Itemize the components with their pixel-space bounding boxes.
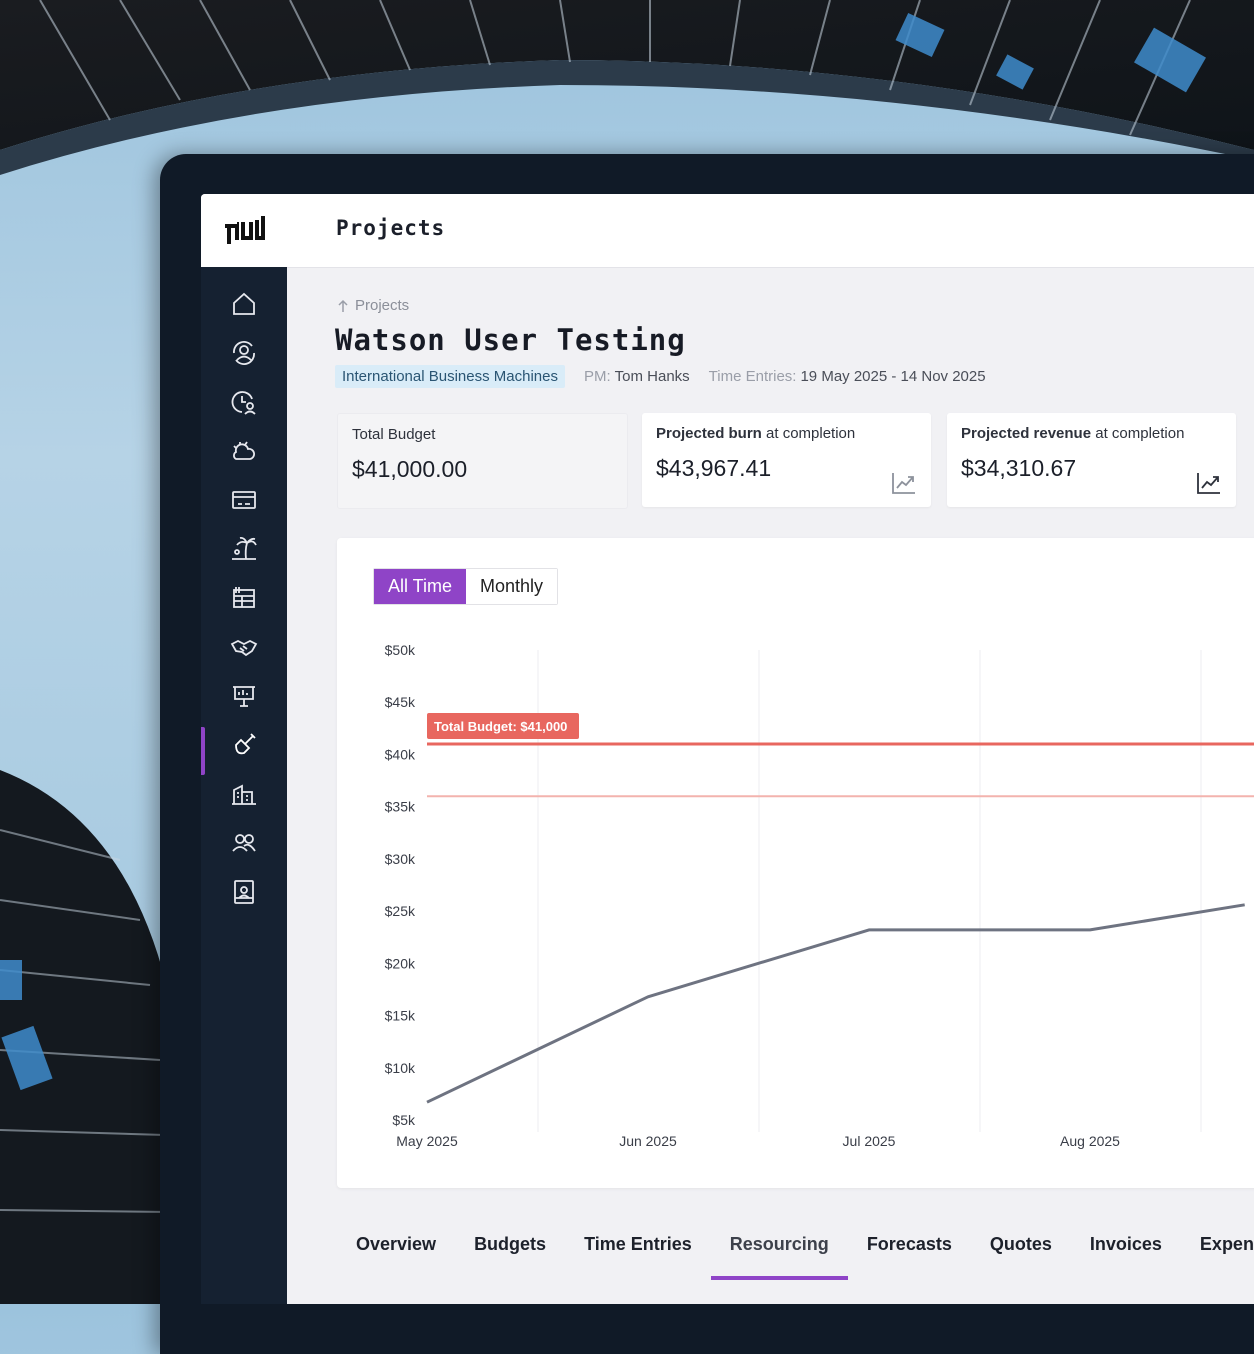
pm-value: Tom Hanks (614, 368, 690, 385)
monthly-button[interactable]: Monthly (466, 569, 558, 604)
y-tick-label: $40k (385, 746, 416, 762)
sidebar-item-clients[interactable] (201, 333, 287, 373)
project-meta: International Business Machines PM: Tom … (335, 365, 1005, 388)
card-value: $43,967.41 (656, 455, 772, 481)
sidebar-item-weather[interactable] (201, 431, 287, 471)
budget-label-bg (427, 713, 579, 739)
sidebar-item-team[interactable] (201, 823, 287, 863)
sidebar-item-ledger[interactable] (201, 578, 287, 618)
chart-panel: All Time Monthly $50k $45k $40k $35k $30k $25… (337, 538, 1254, 1188)
card-label: Projected revenue at completion (961, 425, 1185, 442)
breadcrumb[interactable]: Projects (337, 297, 409, 314)
sidebar-item-partners[interactable] (201, 627, 287, 667)
projected-revenue-card[interactable]: Projected revenue at completion $34,310.… (947, 413, 1236, 507)
x-tick-label: Aug 2025 (1060, 1133, 1120, 1149)
page-title: Watson User Testing (335, 323, 686, 357)
trend-chart-icon (1197, 473, 1220, 494)
time-entries-label: Time Entries: (708, 368, 797, 385)
sidebar-item-home[interactable] (201, 284, 287, 324)
sidebar-item-projects[interactable] (201, 725, 287, 775)
card-value: $41,000.00 (352, 456, 468, 482)
budget-burn-chart: $50k $45k $40k $35k $30k $25k $20k $15k $10k $5k M… (385, 642, 1254, 1149)
brand-logo[interactable] (225, 214, 269, 246)
background-architecture-image (0, 0, 1254, 1304)
holiday-palm-icon (232, 536, 257, 560)
trend-chart-icon (892, 473, 915, 494)
series-line (426, 903, 1245, 1104)
sidebar-item-companies[interactable] (201, 774, 287, 814)
x-tick-label: Jun 2025 (619, 1133, 677, 1149)
app-window: Projects (201, 194, 1254, 1304)
tab-invoices[interactable]: Invoices (1089, 1234, 1162, 1254)
tab-budgets[interactable]: Budgets (474, 1234, 547, 1254)
y-tick-label: $5k (392, 1112, 416, 1128)
breadcrumb-label: Projects (355, 297, 410, 314)
y-tick-label: $25k (385, 903, 416, 919)
y-tick-label: $30k (385, 851, 416, 867)
projects-shovel-icon (235, 733, 256, 755)
clients-refresh-icon (233, 341, 255, 365)
y-tick-label: $45k (385, 694, 416, 710)
home-icon (233, 292, 255, 315)
tab-time-entries[interactable]: Time Entries (584, 1234, 692, 1254)
tab-overview[interactable]: Overview (356, 1234, 437, 1254)
pm-label: PM: (583, 368, 611, 385)
project-tabs: Overview Budgets Time Entries Resourcing… (337, 1220, 1254, 1280)
x-tick-label: Jul 2025 (843, 1133, 896, 1149)
handshake-icon (230, 639, 258, 657)
card-label: Total Budget (352, 426, 436, 443)
tab-forecasts[interactable]: Forecasts (866, 1234, 952, 1254)
card-label: Projected burn at completion (656, 425, 856, 442)
y-tick-label: $10k (385, 1060, 416, 1076)
main-content: Projects Watson User Testing Internation… (287, 267, 1254, 1304)
contact-card-icon (234, 880, 254, 904)
back-arrow-icon (338, 299, 348, 312)
client-tag[interactable]: International Business Machines (335, 365, 565, 388)
app-title: Projects (336, 216, 446, 240)
y-tick-label: $35k (385, 799, 416, 815)
team-icon (232, 834, 256, 852)
sidebar-item-presentations[interactable] (201, 676, 287, 716)
card-value: $34,310.67 (961, 455, 1077, 481)
time-entries-value: 19 May 2025 - 14 Nov 2025 (800, 368, 986, 385)
y-tick-label: $15k (385, 1008, 416, 1024)
all-time-button[interactable]: All Time (374, 569, 467, 604)
y-tick-label: $20k (385, 955, 416, 971)
projected-burn-card[interactable]: Projected burn at completion $43,967.41 (642, 413, 931, 507)
ledger-icon (233, 587, 255, 608)
sidebar-item-time[interactable] (201, 382, 287, 422)
tab-expenses[interactable]: Expenses (1199, 1234, 1254, 1254)
total-budget-card: Total Budget $41,000.00 (337, 413, 628, 509)
sidebar-item-holidays[interactable] (201, 529, 287, 569)
y-tick-label: $50k (385, 642, 416, 658)
sidebar-item-billing[interactable] (201, 480, 287, 520)
time-user-icon (231, 391, 256, 415)
tab-resourcing[interactable]: Resourcing (710, 1220, 848, 1280)
card-icon (232, 491, 256, 509)
x-tick-label: May 2025 (396, 1133, 458, 1149)
period-toggle: All Time Monthly (373, 568, 559, 605)
tab-quotes[interactable]: Quotes (989, 1234, 1052, 1254)
budget-label: Total Budget: $41,000 (434, 719, 567, 734)
building-icon (232, 784, 256, 805)
presentation-icon (233, 686, 255, 707)
sidebar-item-contacts[interactable] (201, 872, 287, 912)
top-bar: Projects (201, 194, 1254, 268)
sidebar-nav (201, 267, 287, 1304)
weather-icon (233, 441, 255, 460)
